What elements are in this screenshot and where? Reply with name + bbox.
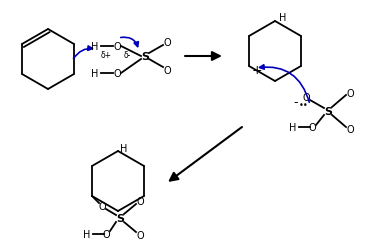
Text: O: O	[163, 66, 171, 76]
Text: δ+: δ+	[100, 50, 112, 59]
Text: H: H	[83, 229, 90, 239]
Text: O: O	[102, 229, 110, 239]
Text: H: H	[91, 69, 98, 79]
Text: O: O	[302, 93, 310, 103]
Text: ••: ••	[299, 100, 309, 109]
Text: O: O	[98, 201, 106, 211]
Text: O: O	[163, 38, 171, 48]
Text: O: O	[308, 122, 316, 133]
Text: O: O	[113, 69, 121, 79]
Text: H: H	[91, 42, 98, 52]
Text: O: O	[136, 196, 144, 206]
Text: O: O	[136, 230, 144, 240]
Text: O: O	[346, 124, 354, 135]
Text: δ-: δ-	[123, 50, 131, 59]
Text: H: H	[120, 143, 128, 153]
Text: S: S	[141, 52, 149, 62]
Text: S: S	[324, 107, 332, 116]
Text: +: +	[252, 64, 262, 77]
Text: -: -	[294, 96, 298, 109]
Text: O: O	[346, 89, 354, 99]
Text: O: O	[113, 42, 121, 52]
Text: H: H	[289, 122, 296, 133]
Text: H: H	[279, 13, 287, 23]
Text: S: S	[116, 213, 124, 223]
